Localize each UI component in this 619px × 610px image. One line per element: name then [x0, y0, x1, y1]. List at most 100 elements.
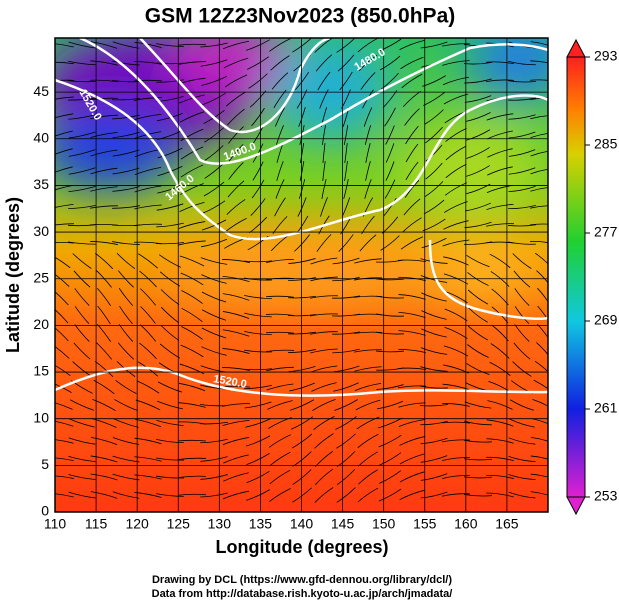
y-tick-label: 35 — [33, 176, 49, 192]
y-tick-label: 30 — [33, 223, 49, 239]
streamline — [227, 108, 245, 126]
streamline — [201, 219, 227, 231]
streamline — [336, 487, 356, 503]
streamline — [115, 380, 137, 395]
streamline — [314, 468, 333, 486]
streamline — [463, 439, 492, 443]
streamline — [181, 290, 203, 304]
streamline — [354, 258, 382, 264]
streamline — [97, 287, 111, 307]
streamline — [226, 199, 246, 215]
streamline — [375, 278, 405, 281]
streamline — [354, 277, 382, 281]
streamline — [55, 166, 73, 173]
streamline — [55, 241, 75, 244]
streamline — [72, 253, 92, 269]
streamline — [89, 97, 118, 101]
streamline — [401, 73, 423, 89]
streamline — [275, 179, 285, 199]
streamline — [201, 76, 227, 86]
streamline — [485, 79, 515, 83]
streamline — [422, 75, 446, 87]
streamline — [200, 421, 229, 425]
streamline — [55, 420, 74, 427]
streamline — [443, 220, 469, 230]
streamline — [68, 491, 96, 499]
streamline — [178, 240, 206, 246]
streamline — [156, 222, 184, 228]
streamline — [337, 54, 355, 72]
streamline — [68, 41, 96, 49]
streamline — [338, 234, 354, 252]
streamline — [507, 80, 537, 83]
streamline — [251, 107, 265, 127]
streamline — [204, 127, 224, 143]
streamline — [134, 42, 162, 48]
credit: Data from http://database.rish.kyoto-u.a… — [152, 588, 453, 600]
streamline — [274, 197, 286, 217]
streamline — [269, 488, 291, 502]
streamline — [420, 491, 448, 499]
streamline — [343, 179, 349, 199]
streamline — [160, 325, 180, 341]
streamline — [156, 493, 184, 497]
streamline — [74, 306, 90, 324]
streamline — [136, 380, 160, 394]
streamline — [405, 125, 419, 145]
streamline — [403, 198, 421, 216]
streamline — [90, 60, 118, 66]
x-tick-label: 115 — [85, 516, 108, 532]
streamline — [467, 344, 489, 358]
streamline — [90, 114, 118, 120]
streamline — [356, 416, 380, 430]
streamline — [204, 163, 224, 179]
x-tick-label: 140 — [290, 516, 314, 532]
y-tick-label: 0 — [41, 503, 49, 519]
streamline — [271, 72, 289, 90]
streamline — [246, 470, 270, 484]
streamline — [134, 61, 162, 65]
streamline — [359, 234, 377, 252]
streamline — [298, 179, 306, 199]
x-tick-label: 110 — [44, 516, 67, 532]
colorbar-tick-label: 277 — [594, 224, 618, 240]
streamline — [55, 475, 74, 479]
streamline — [180, 272, 204, 286]
streamline — [311, 382, 337, 392]
streamline — [243, 368, 273, 371]
streamline — [400, 236, 424, 250]
streamline — [246, 39, 271, 51]
title: GSM 12Z23Nov2023 (850.0hPa) — [145, 5, 456, 28]
streamline — [486, 438, 514, 444]
streamline — [420, 473, 448, 481]
streamline — [445, 145, 467, 161]
streamline — [464, 78, 492, 84]
streamline — [222, 329, 250, 337]
streamline — [379, 470, 402, 484]
streamline — [90, 491, 118, 499]
streamline — [68, 455, 96, 463]
streamline — [536, 342, 548, 356]
streamline — [243, 349, 272, 353]
streamline — [358, 54, 378, 72]
streamline — [486, 223, 514, 227]
streamline — [385, 125, 395, 145]
streamline — [530, 491, 548, 496]
streamline — [90, 205, 118, 209]
streamline — [360, 72, 376, 90]
streamline — [310, 348, 338, 354]
streamline — [158, 254, 181, 268]
y-axis-title: Latitude (degrees) — [3, 197, 23, 353]
streamline — [310, 276, 338, 282]
streamline — [375, 295, 404, 299]
streamline — [178, 402, 206, 408]
streamline — [508, 185, 536, 193]
streamline — [445, 128, 467, 142]
streamline — [384, 107, 396, 127]
streamline — [67, 80, 97, 83]
streamline — [332, 348, 360, 354]
streamline — [180, 128, 204, 142]
streamline — [343, 125, 349, 146]
streamline — [377, 417, 403, 429]
